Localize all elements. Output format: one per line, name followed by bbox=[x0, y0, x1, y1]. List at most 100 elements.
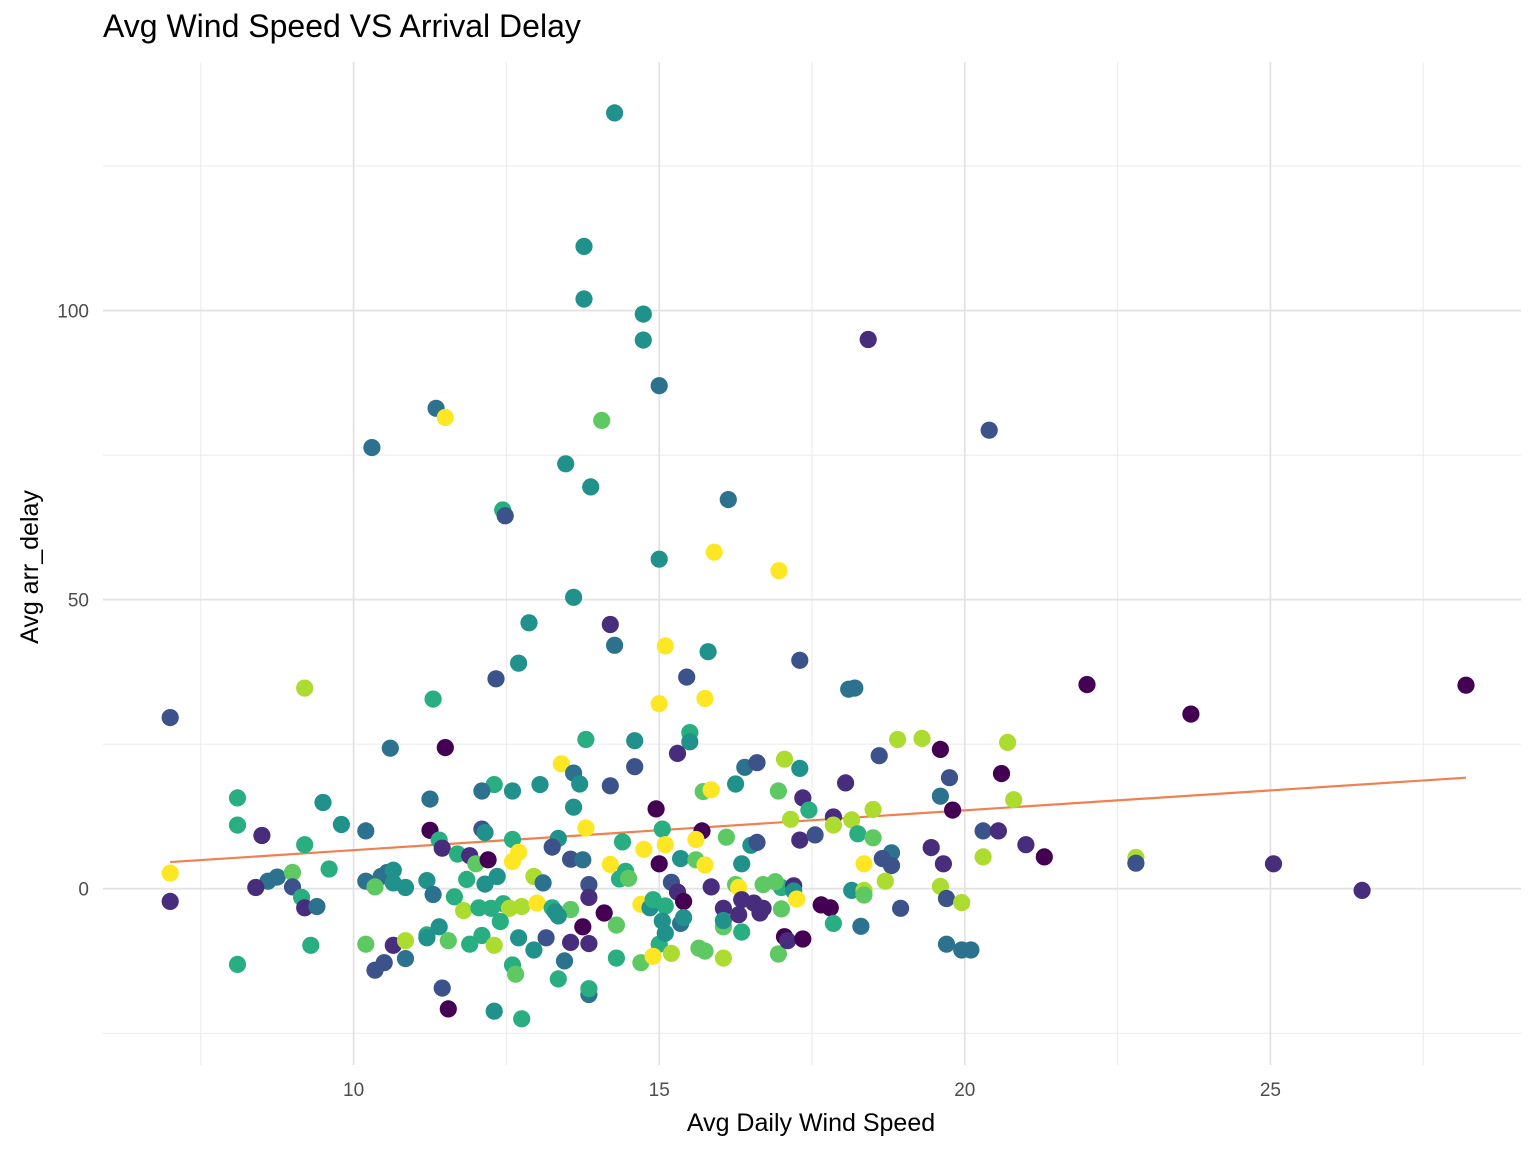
data-point bbox=[779, 932, 797, 950]
data-point bbox=[702, 878, 720, 896]
data-point bbox=[702, 781, 720, 799]
data-point bbox=[562, 933, 580, 952]
data-point bbox=[458, 870, 476, 889]
data-point bbox=[577, 819, 595, 837]
data-point bbox=[656, 897, 674, 915]
data-point bbox=[824, 816, 843, 834]
data-point bbox=[485, 936, 503, 954]
data-point bbox=[980, 421, 998, 439]
data-point bbox=[714, 911, 733, 930]
data-point bbox=[974, 848, 992, 866]
data-point bbox=[430, 918, 448, 936]
data-point bbox=[476, 824, 494, 842]
data-point bbox=[668, 744, 687, 763]
data-point bbox=[308, 898, 326, 916]
data-point bbox=[253, 826, 271, 845]
data-point bbox=[699, 643, 717, 661]
data-point bbox=[1264, 855, 1283, 873]
data-point bbox=[549, 907, 567, 925]
data-point bbox=[582, 478, 600, 496]
data-point bbox=[727, 775, 745, 793]
data-point bbox=[503, 830, 522, 849]
y-axis-tick-labels: 0 50 100 bbox=[57, 302, 89, 901]
data-point bbox=[675, 892, 693, 911]
data-point bbox=[357, 935, 375, 953]
data-point bbox=[717, 828, 736, 846]
x-axis-title: Avg Daily Wind Speed bbox=[687, 1109, 935, 1137]
data-point bbox=[479, 851, 497, 869]
data-point bbox=[436, 739, 454, 757]
data-point bbox=[864, 800, 882, 819]
data-point bbox=[439, 932, 457, 950]
data-point bbox=[543, 838, 561, 856]
data-point bbox=[769, 782, 788, 800]
data-point bbox=[937, 935, 956, 953]
data-point bbox=[714, 899, 733, 917]
data-point bbox=[859, 330, 877, 349]
data-point bbox=[620, 869, 638, 887]
data-point bbox=[606, 636, 624, 654]
data-point bbox=[396, 950, 415, 968]
data-point bbox=[870, 747, 888, 765]
data-point bbox=[520, 614, 538, 632]
data-point bbox=[730, 906, 748, 924]
data-point bbox=[509, 843, 528, 861]
data-point bbox=[791, 651, 809, 669]
data-point bbox=[433, 839, 451, 857]
data-point bbox=[396, 932, 415, 950]
data-point bbox=[1182, 705, 1200, 723]
data-point bbox=[656, 637, 674, 655]
data-point bbox=[944, 801, 962, 819]
data-point bbox=[537, 929, 555, 947]
data-point bbox=[513, 898, 531, 916]
data-point bbox=[931, 787, 950, 805]
data-point bbox=[678, 668, 696, 686]
data-point bbox=[705, 543, 723, 561]
data-point bbox=[647, 800, 665, 818]
data-point bbox=[314, 793, 332, 812]
data-point bbox=[525, 941, 543, 959]
data-point bbox=[794, 930, 812, 948]
data-point bbox=[1078, 676, 1096, 694]
data-point bbox=[562, 850, 580, 868]
data-point bbox=[580, 888, 598, 907]
data-point bbox=[934, 855, 953, 873]
data-point bbox=[791, 831, 809, 849]
data-point bbox=[418, 872, 436, 890]
data-point bbox=[574, 918, 592, 936]
data-point bbox=[161, 892, 179, 911]
data-point bbox=[470, 899, 488, 917]
data-point bbox=[320, 860, 338, 878]
x-tick-label: 25 bbox=[1260, 1080, 1281, 1101]
data-point bbox=[228, 955, 247, 974]
data-point bbox=[601, 615, 619, 634]
data-point bbox=[837, 774, 855, 792]
data-point bbox=[555, 952, 574, 970]
data-point bbox=[843, 811, 861, 829]
data-point bbox=[595, 904, 613, 922]
data-point bbox=[485, 1002, 503, 1020]
data-point bbox=[296, 679, 314, 697]
data-point bbox=[656, 924, 674, 942]
data-points bbox=[161, 104, 1475, 1028]
data-point bbox=[922, 839, 940, 857]
data-point bbox=[488, 867, 506, 886]
data-point bbox=[748, 833, 766, 852]
y-tick-label: 0 bbox=[78, 880, 89, 901]
data-point bbox=[509, 929, 528, 947]
data-point bbox=[1457, 676, 1475, 694]
data-point bbox=[974, 822, 992, 840]
data-point bbox=[634, 305, 652, 323]
data-point bbox=[552, 755, 571, 773]
data-point bbox=[696, 942, 714, 960]
data-point bbox=[662, 944, 681, 963]
data-point bbox=[892, 899, 910, 917]
data-point bbox=[766, 873, 784, 891]
data-point bbox=[769, 945, 788, 963]
data-point bbox=[575, 290, 593, 308]
y-axis-title: Avg arr_delay bbox=[16, 490, 44, 644]
data-point bbox=[626, 732, 644, 750]
data-point bbox=[534, 874, 552, 892]
data-point bbox=[1017, 836, 1035, 854]
trend-line bbox=[170, 776, 1467, 864]
